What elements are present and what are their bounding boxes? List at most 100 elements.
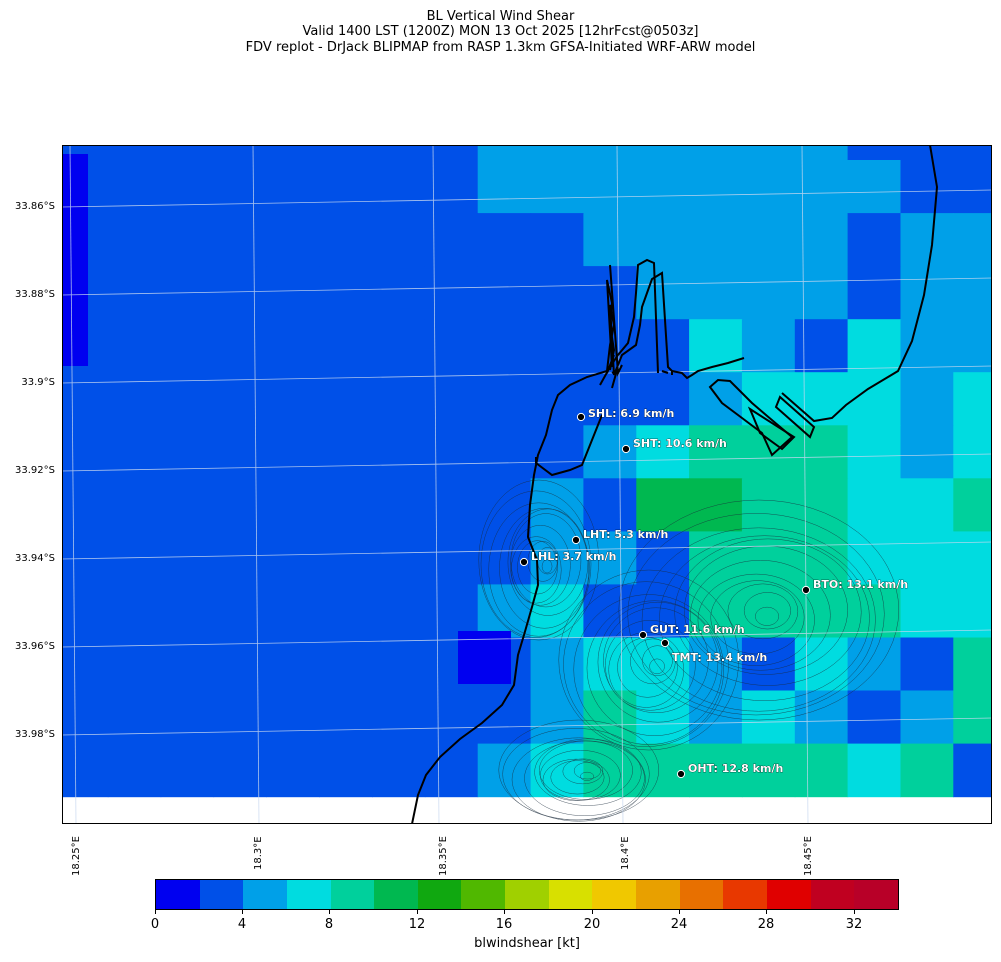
shear-cell <box>213 372 267 426</box>
coastline-segment <box>708 378 794 457</box>
colorbar-segment <box>548 880 593 909</box>
shear-cell <box>477 266 532 320</box>
shear-cell <box>107 584 162 638</box>
shear-cell <box>160 213 215 267</box>
terrain-contours <box>478 479 900 822</box>
station-marker[interactable] <box>676 769 686 779</box>
shear-cell <box>319 637 373 692</box>
shear-cell <box>266 319 320 373</box>
shear-cell <box>107 690 162 745</box>
shear-cell <box>583 478 637 532</box>
shear-cell <box>794 478 849 532</box>
station-marker[interactable] <box>801 585 811 595</box>
shear-cell <box>319 107 373 161</box>
shear-cell <box>55 372 109 426</box>
coastline <box>411 144 939 825</box>
station-marker[interactable] <box>519 557 529 567</box>
shear-cell <box>953 266 1001 320</box>
map-valid-time: Valid 1400 LST (1200Z) MON 13 Oct 2025 [… <box>302 24 699 39</box>
shear-cell <box>953 637 1001 692</box>
shear-cell <box>477 478 532 532</box>
shear-cell <box>107 743 162 798</box>
shear-cell <box>794 743 849 798</box>
station-marker[interactable] <box>638 630 648 640</box>
contour-line <box>558 569 740 751</box>
colorbar-segment <box>461 880 506 909</box>
station-label: BTO: 13.1 km/h <box>813 578 908 591</box>
contour-line <box>580 771 594 781</box>
shear-cell <box>107 425 162 479</box>
shear-cell <box>530 690 584 745</box>
shear-cell <box>266 478 320 532</box>
coastline-segment <box>609 264 623 377</box>
contour-line <box>617 637 678 698</box>
shear-cell <box>213 107 267 161</box>
contour-line <box>550 760 605 795</box>
shear-cell <box>424 372 479 426</box>
colorbar-label: blwindshear [kt] <box>474 936 580 951</box>
latitude-line <box>61 277 993 296</box>
shear-cell <box>847 584 901 638</box>
coastline-segment <box>774 395 816 439</box>
shear-cell <box>741 690 796 745</box>
shear-cell <box>160 319 215 373</box>
latitude-line <box>61 189 993 208</box>
y-tick-label: 33.9°S <box>21 377 55 388</box>
coastline-segment <box>747 406 796 451</box>
shear-cell <box>107 478 162 532</box>
shear-cell <box>583 584 637 638</box>
shear-cell <box>900 319 954 373</box>
shear-cell <box>583 743 637 798</box>
shear-cell <box>319 266 373 320</box>
shear-cell <box>319 531 373 585</box>
map-canvas[interactable]: SHL: 6.9 km/h SHT: 10.6 km/h LHT: 5.3 km/h… <box>55 107 1001 825</box>
shear-cell <box>900 584 954 638</box>
station-marker[interactable] <box>621 444 631 454</box>
shear-cell <box>319 372 373 426</box>
shear-cell <box>900 213 954 267</box>
contour-line <box>507 508 589 616</box>
shear-cell <box>319 213 373 267</box>
shear-cell <box>266 266 320 320</box>
shear-cell <box>55 637 109 692</box>
colorbar-tick-label: 16 <box>495 917 513 932</box>
contour-line <box>510 536 562 604</box>
latitude-line <box>61 365 993 384</box>
station-marker[interactable] <box>571 535 581 545</box>
map-panel[interactable]: SHL: 6.9 km/h SHT: 10.6 km/h LHT: 5.3 km/h… <box>55 107 1001 825</box>
latitude-line <box>61 629 993 648</box>
shear-cell <box>477 372 532 426</box>
shear-cell <box>900 637 954 692</box>
station-label: TMT: 13.4 km/h <box>672 651 767 664</box>
shear-cell <box>689 425 743 479</box>
contour-line <box>573 762 602 780</box>
shear-cell <box>847 690 901 745</box>
shear-cell <box>794 107 849 161</box>
shear-cell <box>741 743 796 798</box>
shear-cell <box>847 637 901 692</box>
shear-cell <box>372 743 426 798</box>
shear-cell <box>953 478 1001 532</box>
station-label: OHT: 12.8 km/h <box>688 762 783 775</box>
shear-cell <box>160 743 215 798</box>
shear-cell <box>372 372 426 426</box>
colorbar-segment <box>417 880 462 909</box>
colorbar-tick-label: 32 <box>845 917 863 932</box>
contour-line <box>727 583 799 640</box>
shear-cell <box>213 584 267 638</box>
colorbar-segment <box>330 880 375 909</box>
shear-cell <box>900 160 954 214</box>
station-marker[interactable] <box>660 638 670 648</box>
colorbar-segment <box>723 880 767 909</box>
shear-cell <box>530 584 584 638</box>
shear-cell <box>424 743 479 798</box>
contour-line <box>603 607 709 714</box>
shear-cell <box>847 266 901 320</box>
shear-cell <box>372 531 426 585</box>
colorbar-tick-label: 20 <box>583 917 601 932</box>
shear-cell <box>636 372 690 426</box>
station-marker[interactable] <box>576 412 586 422</box>
shear-cell <box>689 372 743 426</box>
shear-cell <box>530 743 584 798</box>
shear-cell <box>583 372 637 426</box>
